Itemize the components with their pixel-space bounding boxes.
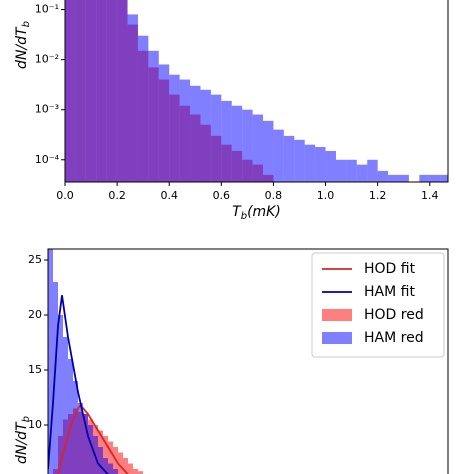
bar — [78, 403, 83, 474]
bar — [133, 469, 138, 474]
bar — [263, 120, 274, 182]
x-tick-label: 0.0 — [56, 189, 74, 202]
bar — [118, 452, 123, 474]
legend-label: HAM red — [364, 330, 424, 346]
bar — [377, 170, 389, 182]
bar — [83, 414, 88, 474]
bar — [103, 436, 108, 474]
y-tick-label: 10 — [28, 418, 42, 431]
bar — [103, 458, 108, 474]
bar — [127, 14, 138, 182]
x-label-sub: b — [241, 211, 247, 222]
x-label-unit: (mK) — [247, 204, 281, 220]
y-label-sub: b — [21, 416, 32, 422]
x-tick-label: 1.0 — [317, 189, 335, 202]
bar — [346, 159, 357, 182]
legend-box — [311, 252, 445, 358]
bar — [113, 469, 118, 474]
bar — [137, 35, 149, 182]
y-tick-label: 20 — [28, 308, 42, 321]
fit-line — [48, 295, 109, 474]
x-tick-label: 1.4 — [421, 189, 439, 202]
y-tick-label: 10⁻³ — [35, 103, 59, 116]
bar — [283, 135, 295, 182]
axes-frame — [64, 0, 449, 183]
bar — [96, 0, 107, 182]
bar — [304, 144, 316, 182]
bar — [58, 315, 63, 474]
y-tick-label: 25 — [28, 253, 42, 266]
legend-patch — [322, 332, 352, 344]
y-tick-label: 10⁻² — [35, 53, 59, 66]
x-tick-label: 1.2 — [369, 189, 387, 202]
plot-area — [48, 249, 143, 474]
bar — [190, 85, 201, 182]
bar — [325, 150, 336, 182]
legend-label: HAM fit — [364, 284, 415, 300]
bar — [242, 109, 253, 182]
bar — [388, 174, 399, 182]
bar — [65, 0, 76, 182]
x-tick-label: 0.6 — [213, 189, 231, 202]
bar — [98, 447, 103, 474]
y-tick-label: 10⁻⁴ — [35, 153, 60, 166]
legend-label: HOD fit — [364, 261, 416, 277]
y-label-sub: b — [21, 21, 32, 27]
plot-area — [65, 0, 448, 182]
bar — [68, 359, 73, 474]
bar — [75, 0, 86, 182]
bar — [63, 337, 68, 474]
bar — [88, 425, 93, 474]
x-tick-label: 0.8 — [265, 189, 283, 202]
bar — [73, 381, 78, 474]
bar — [315, 146, 326, 182]
bar — [273, 129, 284, 182]
bar — [398, 174, 409, 182]
y-axis-label: dN/dTb — [14, 416, 32, 464]
bar — [419, 174, 430, 182]
bar — [117, 0, 128, 182]
y-tick-label: 15 — [28, 363, 42, 376]
y-label-main: dN/dT — [14, 421, 30, 464]
bar — [179, 79, 191, 182]
bar — [440, 174, 448, 182]
x-tick-label: 0.4 — [160, 189, 178, 202]
legend-patch — [322, 309, 352, 321]
bar — [252, 114, 264, 182]
bar — [48, 249, 53, 474]
bar — [108, 441, 113, 474]
x-axis-label: Tb(mK) — [232, 204, 281, 222]
bar — [108, 463, 113, 474]
bar — [221, 100, 232, 182]
bar — [128, 463, 133, 474]
y-tick-label: 10⁻¹ — [35, 3, 59, 16]
bar — [356, 164, 368, 182]
y-label-main: dN/dT — [14, 26, 30, 69]
bar — [158, 64, 170, 182]
bar — [106, 0, 118, 182]
legend-label: HOD red — [364, 307, 424, 323]
bar — [429, 174, 441, 182]
bar — [169, 74, 180, 182]
bar — [123, 458, 128, 474]
y-axis-label: dN/dTb — [14, 21, 32, 69]
bar — [335, 159, 347, 182]
x-label-main: T — [232, 204, 242, 220]
bar — [231, 105, 243, 182]
bar — [148, 50, 159, 182]
bar — [200, 89, 211, 182]
bar — [210, 94, 222, 182]
axes-frame — [47, 248, 449, 474]
x-tick-label: 0.2 — [108, 189, 126, 202]
bar — [367, 159, 378, 182]
bar — [294, 139, 305, 182]
bar — [85, 0, 97, 182]
bar — [138, 471, 143, 474]
